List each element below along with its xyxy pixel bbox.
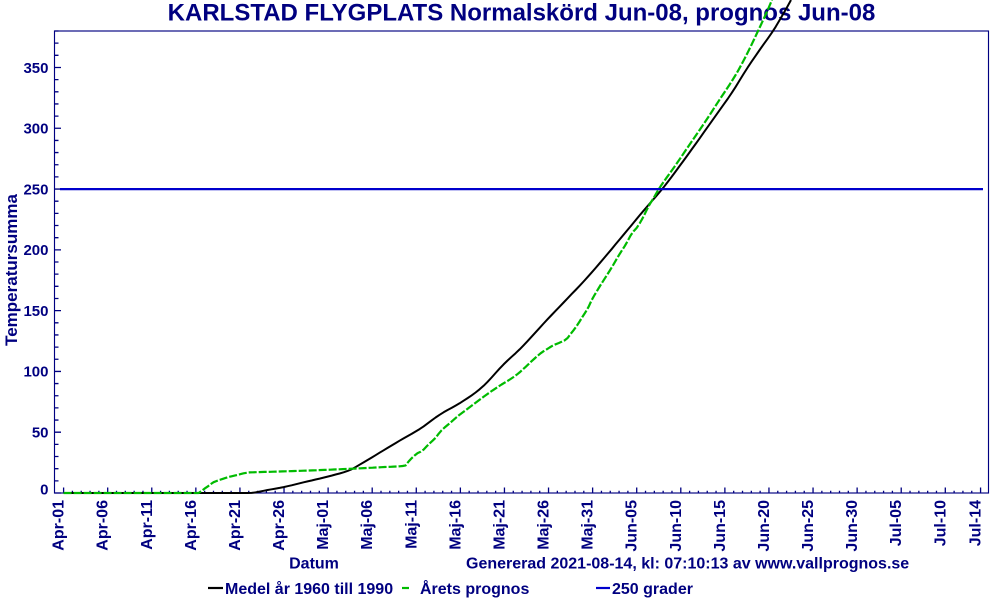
svg-text:Apr-11: Apr-11 [139,500,156,550]
svg-text:Årets prognos: Årets prognos [420,579,529,598]
svg-text:Datum: Datum [289,556,339,573]
svg-text:Maj-11: Maj-11 [403,500,420,549]
svg-text:250 grader: 250 grader [612,581,693,598]
svg-text:Maj-01: Maj-01 [315,500,332,550]
svg-text:Jun-10: Jun-10 [668,500,685,552]
svg-text:Apr-16: Apr-16 [183,500,200,551]
svg-text:Maj-21: Maj-21 [492,500,509,550]
svg-text:Maj-06: Maj-06 [359,500,376,550]
svg-text:Jun-15: Jun-15 [712,500,729,552]
svg-text:Genererad 2021-08-14, kl: 07:1: Genererad 2021-08-14, kl: 07:10:13 av ww… [466,556,909,573]
svg-text:Apr-26: Apr-26 [271,500,288,551]
svg-text:Apr-21: Apr-21 [227,500,244,551]
svg-text:Jun-20: Jun-20 [756,500,773,552]
svg-text:Jun-25: Jun-25 [800,500,817,552]
svg-text:Jun-05: Jun-05 [624,500,641,552]
svg-text:Maj-16: Maj-16 [447,500,464,550]
svg-text:Apr-01: Apr-01 [51,500,68,551]
svg-text:200: 200 [23,242,48,259]
svg-text:350: 350 [23,60,48,77]
svg-text:Apr-06: Apr-06 [95,500,112,551]
svg-text:Temperatursumma: Temperatursumma [2,194,21,346]
svg-text:Jul-14: Jul-14 [968,500,985,546]
svg-text:KARLSTAD FLYGPLATS Normalskörd: KARLSTAD FLYGPLATS Normalskörd Jun-08, p… [168,0,876,27]
svg-text:50: 50 [32,425,49,442]
svg-text:Maj-31: Maj-31 [580,500,597,550]
svg-text:Jun-30: Jun-30 [844,500,861,552]
svg-text:100: 100 [23,364,48,381]
svg-text:300: 300 [23,121,48,138]
svg-text:250: 250 [23,181,48,198]
svg-text:Jul-10: Jul-10 [932,500,949,546]
svg-text:150: 150 [23,303,48,320]
svg-text:Maj-26: Maj-26 [536,500,553,550]
svg-text:Medel år 1960 till 1990: Medel år 1960 till 1990 [225,580,393,598]
svg-text:Jul-05: Jul-05 [888,500,905,546]
svg-text:0: 0 [40,482,48,499]
